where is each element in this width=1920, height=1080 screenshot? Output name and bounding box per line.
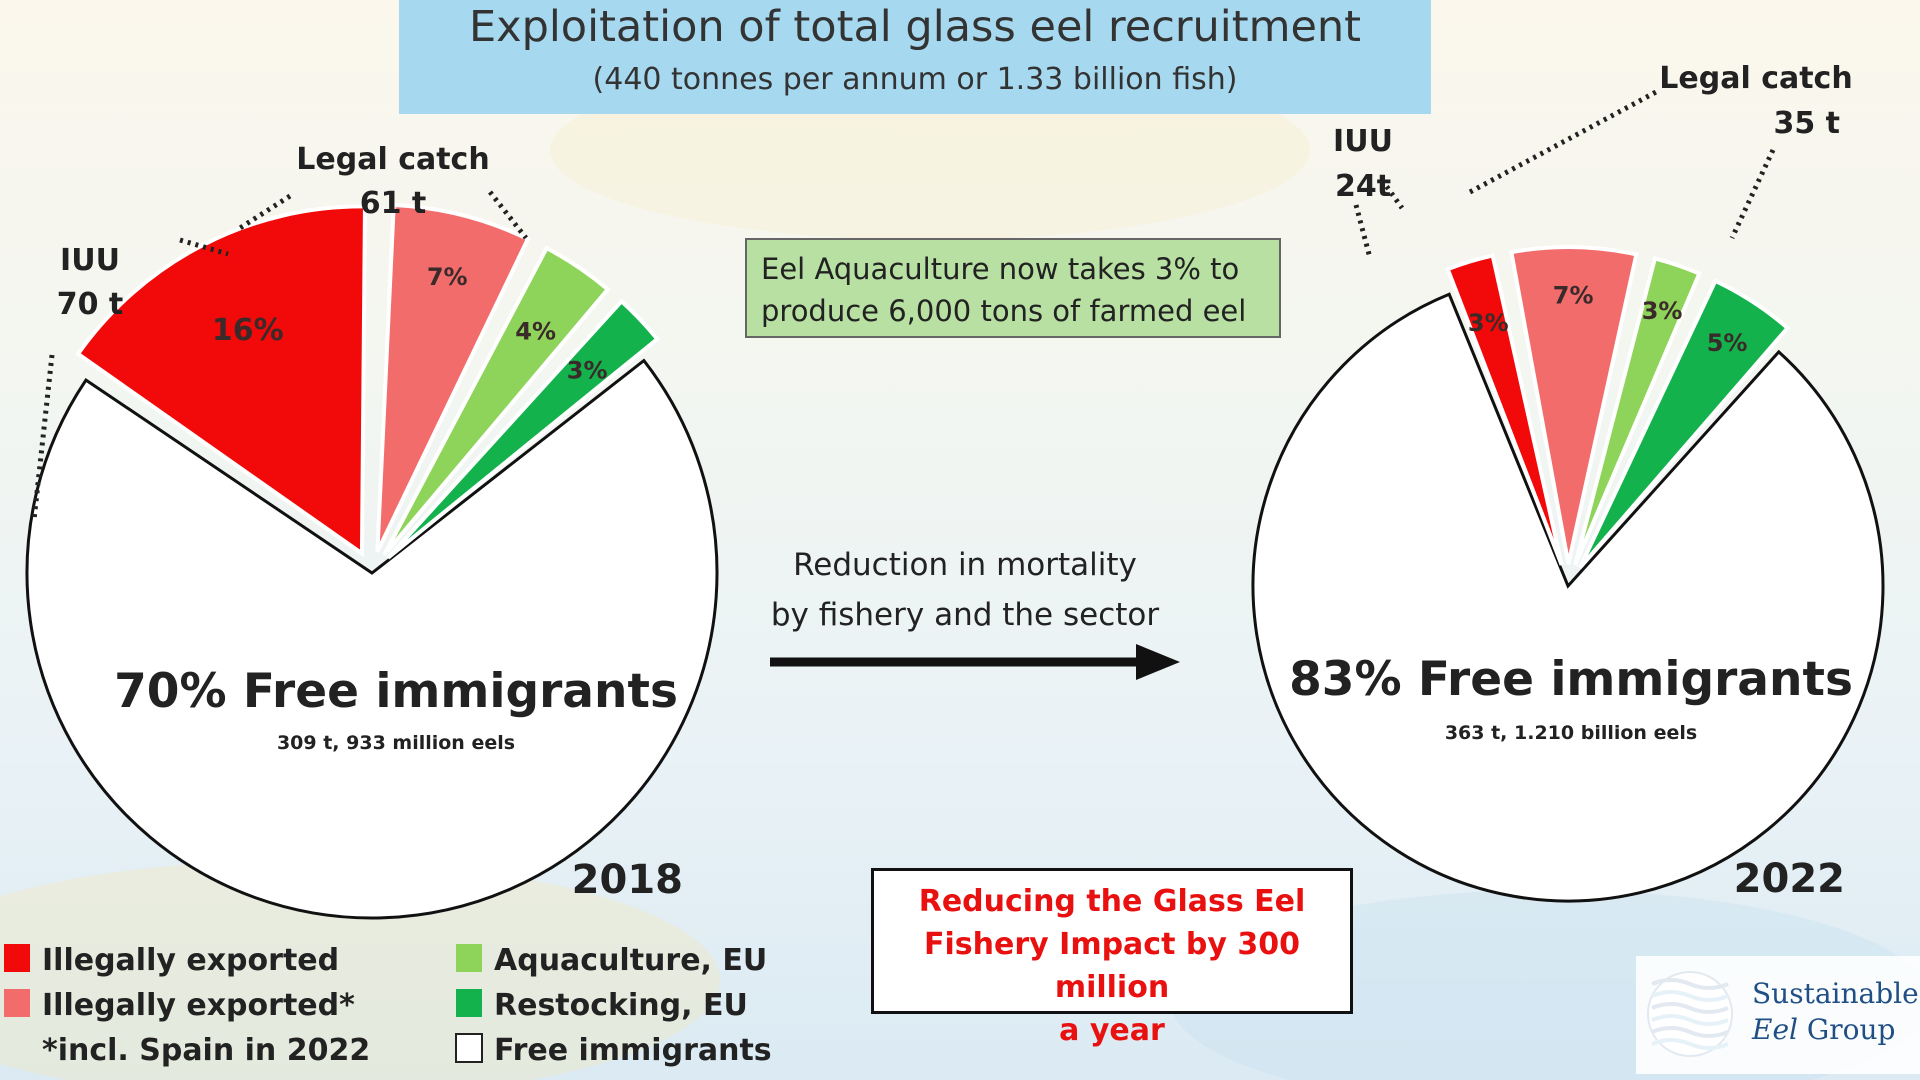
annotation-text: IUU [1333,124,1393,159]
mortality-line: Reduction in mortality [793,547,1137,583]
year-label: 2018 [572,857,683,903]
slice-free-immigrants [1251,292,1885,903]
annotation-text: 24t [1335,169,1391,204]
legend-swatch [456,944,482,972]
impact-line: Reducing the Glass Eel [918,884,1306,919]
chart-subtitle: (440 tonnes per annum or 1.33 billion fi… [592,62,1238,97]
pie-2022: 3% 7% 3% 5% 83% Free immigrants 363 t, 1.210 … [1251,245,1885,903]
free-immigrants-label: 83% Free immigrants [1289,652,1853,707]
slice-aquaculture-eu [382,245,611,557]
callout-line: produce 6,000 tons of farmed eel [761,294,1247,328]
logo-group: Group [1797,1013,1896,1046]
title-banner: Exploitation of total glass eel recruitm… [399,0,1431,114]
annotation-text: Legal catch [296,142,489,177]
slice-label: 3% [1468,309,1509,337]
legend-swatch [456,989,482,1017]
logo-line-2: Eel Group [1752,1012,1919,1048]
year-label: 2022 [1734,856,1845,902]
legend-label: Aquaculture, EU [494,943,767,978]
slice-label: 5% [1707,329,1748,357]
slice-label: 4% [515,317,556,345]
pie-2018: 16% 7% 4% 3% 70% Free immigrants 309 t, 933 m… [25,202,719,920]
annotation-text: 35 t [1773,106,1840,141]
slice-free-immigrants [25,358,719,920]
annotations: IUU 70 t Legal catch 61 t IUU 24t Legal catch 3… [31,61,1853,521]
annotation-text: 61 t [360,186,427,221]
slice-restocking-eu [1578,278,1791,569]
sustainable-eel-group-logo: Sustainable Eel Group [1636,956,1920,1074]
legend-label: Restocking, EU [494,988,748,1023]
arrow-head [1136,644,1180,680]
legend-label: Illegally exported [42,943,339,978]
leader-line [488,190,528,240]
annotation-text: 70 t [57,287,124,322]
free-immigrants-label: 70% Free immigrants [114,664,678,719]
leader-line [1729,148,1776,240]
leader-line [1353,204,1373,259]
logo-text: Sustainable Eel Group [1752,976,1919,1048]
slice-label: 3% [567,357,608,385]
slice-label: 7% [427,263,468,291]
leader-line [31,354,55,521]
legend-swatch [4,944,30,972]
legend-swatch [4,989,30,1017]
leader-line [1468,89,1658,195]
legend-label: *incl. Spain in 2022 [42,1033,370,1068]
free-immigrants-sublabel: 309 t, 933 million eels [277,732,515,754]
leader-line [238,193,292,231]
annotation-text: Legal catch [1659,61,1852,96]
leader-line [1379,178,1405,210]
legend-label: Free immigrants [494,1033,772,1068]
slice-illegally-exported [1445,253,1564,566]
leader-line [179,237,229,257]
slice-label: 3% [1642,297,1683,325]
callout-line: Eel Aquaculture now takes 3% to [761,252,1240,286]
legend-swatch [455,1033,483,1063]
pie-charts: 16% 7% 4% 3% 70% Free immigrants 309 t, 933 m… [25,61,1885,920]
slice-illegally-exported [75,204,367,558]
slice-aquaculture-eu [1573,255,1702,566]
mortality-arrow [770,644,1180,680]
chart-title: Exploitation of total glass eel recruitm… [468,2,1362,52]
logo-line-1: Sustainable [1752,977,1919,1010]
mortality-text: Reduction in mortality by fishery and th… [730,540,1200,640]
impact-line: a year [1059,1013,1165,1048]
free-immigrants-sublabel: 363 t, 1.210 billion eels [1445,722,1697,744]
annotation-text: IUU [60,243,120,278]
aquaculture-callout: Eel Aquaculture now takes 3% to produce … [745,238,1281,338]
slice-label: 16% [212,313,284,348]
legend: Illegally exported Illegally exported* *in… [4,943,772,1068]
legend-label: Illegally exported* [42,988,355,1023]
slice-restocking-eu [386,298,661,560]
impact-callout: Reducing the Glass Eel Fishery Impact by… [871,868,1353,1048]
mortality-line: by fishery and the sector [770,597,1160,633]
slice-illegally-exported- [1509,245,1639,565]
slice-label: 7% [1553,282,1594,310]
logo-eel: Eel [1752,1013,1798,1046]
impact-line: Fishery Impact by 300 million [924,927,1300,1005]
bg-sand [0,860,720,1080]
